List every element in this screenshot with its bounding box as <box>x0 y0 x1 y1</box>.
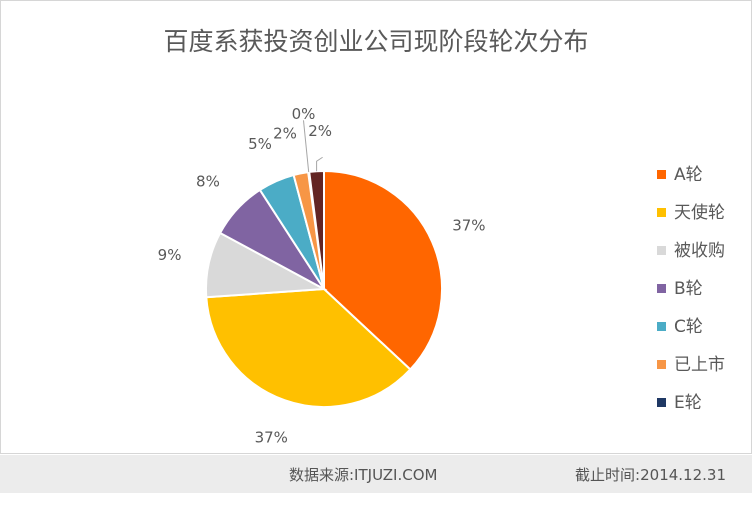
slice-label-5: 2% <box>273 125 297 143</box>
slice-label-2: 9% <box>158 246 182 264</box>
legend-label-0: A轮 <box>674 165 703 185</box>
slice-label-6: 0% <box>292 105 316 123</box>
legend-label-2: 被收购 <box>674 241 725 261</box>
legend-label-3: B轮 <box>674 279 703 299</box>
legend-swatch-6 <box>657 398 666 407</box>
pie-slice-0 <box>323 169 443 371</box>
slice-label-3: 8% <box>196 172 220 190</box>
slice-labels: 37%37%9%8%5%2%0%2% <box>158 105 486 447</box>
legend-swatch-4 <box>657 322 666 331</box>
slice-label-4: 5% <box>248 135 272 153</box>
legend-swatch-1 <box>657 208 666 217</box>
legend-label-1: 天使轮 <box>674 202 725 223</box>
pie-slices <box>205 169 443 408</box>
legend-label-5: 已上市 <box>674 355 725 375</box>
leader-line-6 <box>302 120 310 173</box>
legend-swatch-5 <box>657 360 666 369</box>
pie-slice-7 <box>308 169 325 290</box>
footer-bar: 数据来源:ITJUZI.COM 截止时间:2014.12.31 <box>0 455 752 493</box>
legend-swatch-2 <box>657 246 666 255</box>
legend-label-4: C轮 <box>674 317 703 337</box>
slice-label-1: 37% <box>255 428 288 446</box>
legend-swatch-3 <box>657 284 666 293</box>
data-source: 数据来源:ITJUZI.COM <box>289 466 438 484</box>
chart-title: 百度系获投资创业公司现阶段轮次分布 <box>163 27 589 56</box>
pie-slice-1 <box>205 287 412 408</box>
cutoff-date: 截止时间:2014.12.31 <box>575 466 726 484</box>
legend-label-6: E轮 <box>674 393 702 413</box>
slice-label-0: 37% <box>452 216 485 234</box>
legend-swatch-0 <box>657 170 666 179</box>
slice-label-7: 2% <box>308 122 332 140</box>
leader-line-7 <box>316 156 323 172</box>
